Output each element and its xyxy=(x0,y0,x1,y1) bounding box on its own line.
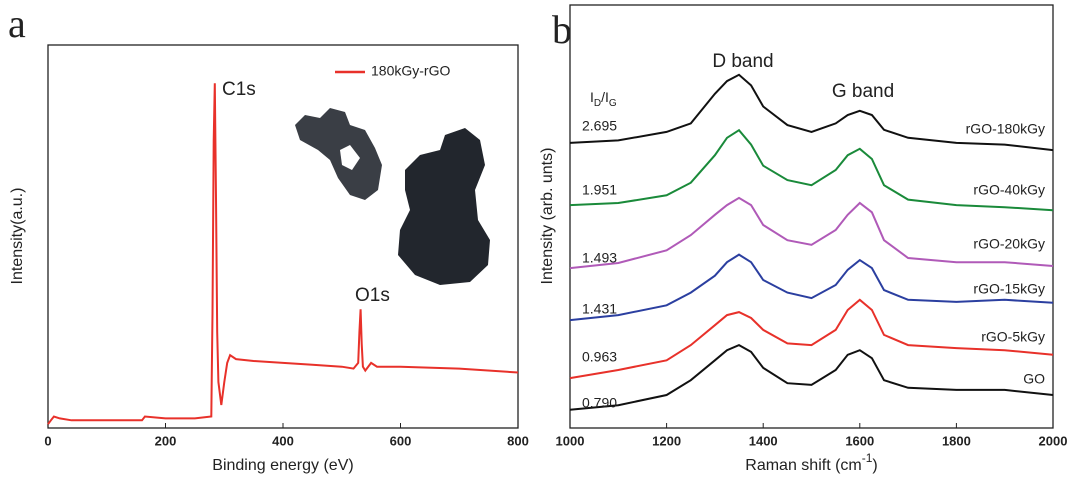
series-line xyxy=(569,128,1054,212)
ratio-label: 1.431 xyxy=(582,301,617,317)
series-line xyxy=(569,196,1054,270)
x-tick-label: 800 xyxy=(507,433,529,448)
series-line xyxy=(569,73,1054,152)
x-axis-label: Raman shift (cm-1) xyxy=(745,451,877,474)
ratio-label: 0.790 xyxy=(582,395,617,411)
x-tick-label: 1800 xyxy=(942,433,971,448)
x-tick-label: 1600 xyxy=(845,433,874,448)
annotation: D band xyxy=(712,51,773,72)
x-tick-label: 1200 xyxy=(652,433,681,448)
annotation: O1s xyxy=(355,285,390,306)
panel-label: b xyxy=(552,7,572,52)
x-tick-label: 2000 xyxy=(1039,433,1068,448)
inset-image xyxy=(295,108,490,285)
series-line xyxy=(569,343,1054,411)
flake xyxy=(295,108,382,200)
series-label: rGO-5kGy xyxy=(981,329,1045,345)
series-line xyxy=(569,298,1054,380)
x-tick-label: 0 xyxy=(44,433,51,448)
annotation: G band xyxy=(832,81,894,102)
series-label: rGO-20kGy xyxy=(973,236,1045,252)
y-axis-label: Intensity(a.u.) xyxy=(9,188,26,285)
series-line xyxy=(569,253,1054,322)
x-tick-label: 1000 xyxy=(556,433,585,448)
x-axis-label-part: ) xyxy=(872,457,877,474)
ratio-header: ID/IG xyxy=(590,89,617,109)
x-tick-label: 600 xyxy=(390,433,412,448)
ratio-header-part: /I xyxy=(601,89,609,105)
plot-frame xyxy=(569,4,1054,429)
flake xyxy=(398,128,490,285)
panel-label: a xyxy=(8,1,26,46)
ratio-label: 0.963 xyxy=(582,349,617,365)
x-tick-label: 1400 xyxy=(749,433,778,448)
x-axis-label: Binding energy (eV) xyxy=(212,457,353,474)
ratio-label: 2.695 xyxy=(582,118,617,134)
series-label: rGO-15kGy xyxy=(973,281,1045,297)
x-tick-label: 400 xyxy=(272,433,294,448)
series-label: rGO-180kGy xyxy=(966,121,1045,137)
y-axis-label: Intensity (arb. unts) xyxy=(539,148,556,285)
annotation: C1s xyxy=(222,79,256,100)
x-axis-label-part: Raman shift (cm xyxy=(745,457,861,474)
ratio-label: 1.493 xyxy=(582,250,617,266)
x-tick-label: 200 xyxy=(155,433,177,448)
series-line xyxy=(47,83,519,425)
ratio-header-part: D xyxy=(594,98,601,109)
legend-label: 180kGy-rGO xyxy=(371,63,450,79)
flake-hole xyxy=(340,145,360,170)
ratio-header-part: G xyxy=(609,98,617,109)
ratio-label: 1.951 xyxy=(582,182,617,198)
series-label: rGO-40kGy xyxy=(973,182,1045,198)
x-axis-label-part: -1 xyxy=(862,451,873,465)
series-label: GO xyxy=(1023,371,1045,387)
ratio-header-part: I xyxy=(590,89,594,105)
